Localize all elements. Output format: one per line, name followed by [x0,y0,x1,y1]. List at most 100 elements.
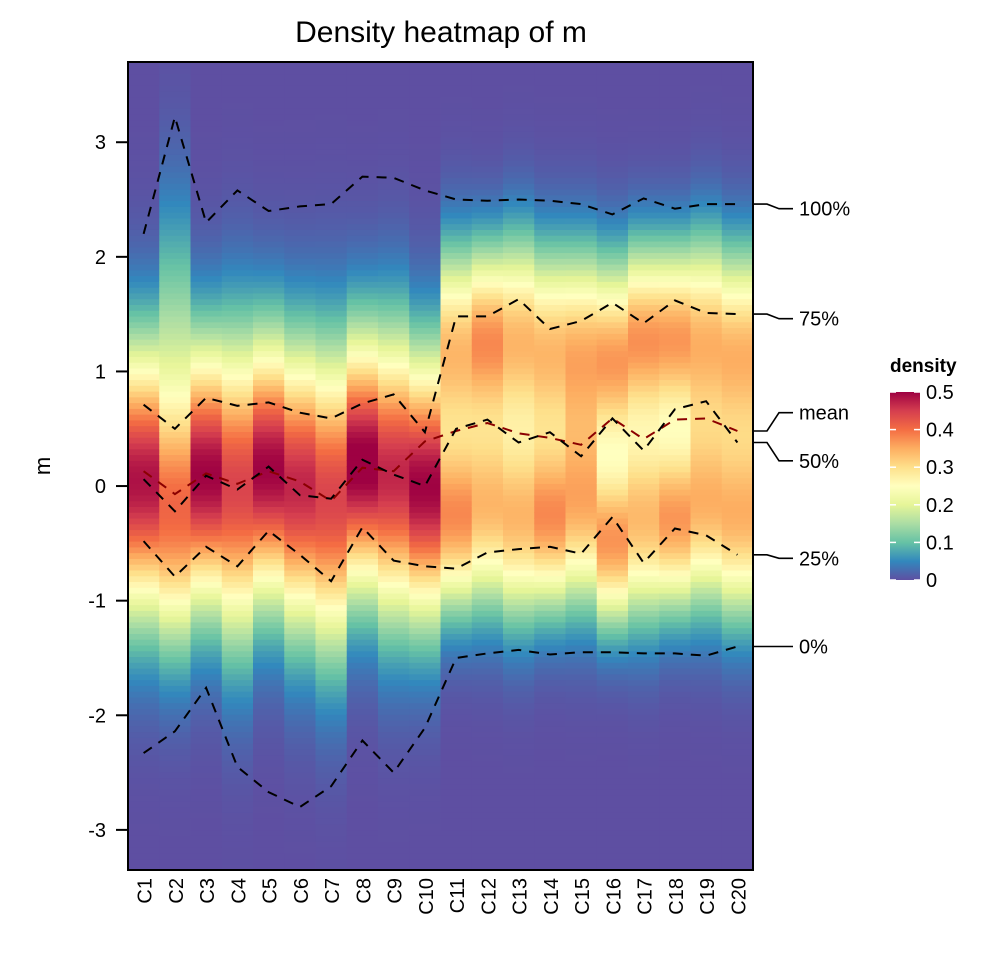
heatmap-cell [284,96,316,103]
heatmap-column-C9 [378,62,410,871]
heatmap-cell [471,448,504,456]
heatmap-cell [409,668,441,675]
heatmap-cell [471,148,504,155]
heatmap-cell [221,644,254,652]
heatmap-cell [409,125,441,132]
heatmap-cell [190,731,223,738]
heatmap-cell [690,719,723,727]
heatmap-cell [628,477,660,484]
heatmap-cell [628,258,660,265]
heatmap-cell [503,754,535,761]
heatmap-cell [315,512,348,519]
heatmap-cell [721,644,754,652]
heatmap-cell [253,200,285,207]
heatmap-cell [628,165,660,173]
heatmap-cell [378,598,410,606]
heatmap-cell [190,258,223,265]
heatmap-cell [409,731,441,738]
heatmap-cell [315,748,348,756]
heatmap-cell [378,581,410,588]
heatmap-cell [409,171,441,179]
heatmap-cell [159,240,191,248]
heatmap-cell [253,292,285,300]
heatmap-cell [565,339,598,346]
heatmap-cell [190,587,223,594]
heatmap-cell [440,494,473,502]
heatmap-cell [440,477,473,484]
heatmap-cell [690,442,723,450]
heatmap-cell [471,171,504,179]
heatmap-cell [628,852,660,860]
heatmap-cell [628,610,660,617]
heatmap-cell [659,708,691,715]
heatmap-cell [315,650,348,658]
heatmap-cell [503,402,535,409]
heatmap-cell [284,766,316,773]
heatmap-cell [409,506,441,513]
heatmap-cell [471,696,504,704]
heatmap-cell [534,200,566,207]
heatmap-cell [409,760,441,767]
heatmap-cell [628,656,660,663]
heatmap-cell [346,587,379,594]
heatmap-cell [503,137,535,144]
heatmap-cell [471,62,504,69]
heatmap-cell [284,229,316,236]
heatmap-cell [253,633,285,640]
heatmap-cell [221,725,254,733]
heatmap-cell [253,523,285,531]
heatmap-cell [503,431,535,438]
heatmap-cell [721,142,754,150]
heatmap-cell [503,448,535,456]
heatmap-cell [378,113,410,121]
heatmap-cell [440,108,473,115]
heatmap-cell [128,587,160,594]
heatmap-cell [159,668,191,675]
heatmap-cell [534,685,566,692]
heatmap-cell [628,494,660,502]
x-tick-label: C4 [228,878,250,904]
heatmap-cell [471,846,504,854]
heatmap-cell [346,558,379,565]
heatmap-cell [315,841,348,848]
heatmap-cell [159,229,191,236]
heatmap-cell [315,823,348,831]
heatmap-cell [378,789,410,796]
heatmap-cell [721,171,754,179]
heatmap-cell [128,442,160,450]
heatmap-cell [440,812,473,819]
heatmap-cell [690,760,723,767]
heatmap-cell [628,356,660,363]
heatmap-cell [315,777,348,785]
heatmap-cell [503,685,535,692]
heatmap-cell [159,610,191,617]
heatmap-cell [503,517,535,525]
heatmap-cell [471,852,504,860]
heatmap-cell [565,148,598,155]
heatmap-cell [409,344,441,352]
heatmap-cell [596,754,629,761]
heatmap-cell [440,212,473,219]
heatmap-cell [221,73,254,80]
heatmap-cell [503,529,535,536]
heatmap-cell [596,766,629,773]
heatmap-cell [690,402,723,409]
heatmap-cell [253,489,285,496]
heatmap-cell [346,177,379,184]
heatmap-cell [534,541,566,548]
heatmap-cell [659,852,691,860]
heatmap-cell [378,662,410,669]
heatmap-cell [690,252,723,259]
heatmap-cell [534,113,566,121]
heatmap-cell [409,217,441,225]
heatmap-cell [471,864,504,871]
heatmap-cell [284,673,316,681]
heatmap-cell [534,240,566,248]
heatmap-cell [190,719,223,727]
heatmap-cell [721,858,754,865]
y-axis-title: m [30,457,55,475]
heatmap-cell [690,627,723,634]
heatmap-cell [628,546,660,554]
heatmap-cell [159,523,191,531]
heatmap-cell [565,298,598,305]
